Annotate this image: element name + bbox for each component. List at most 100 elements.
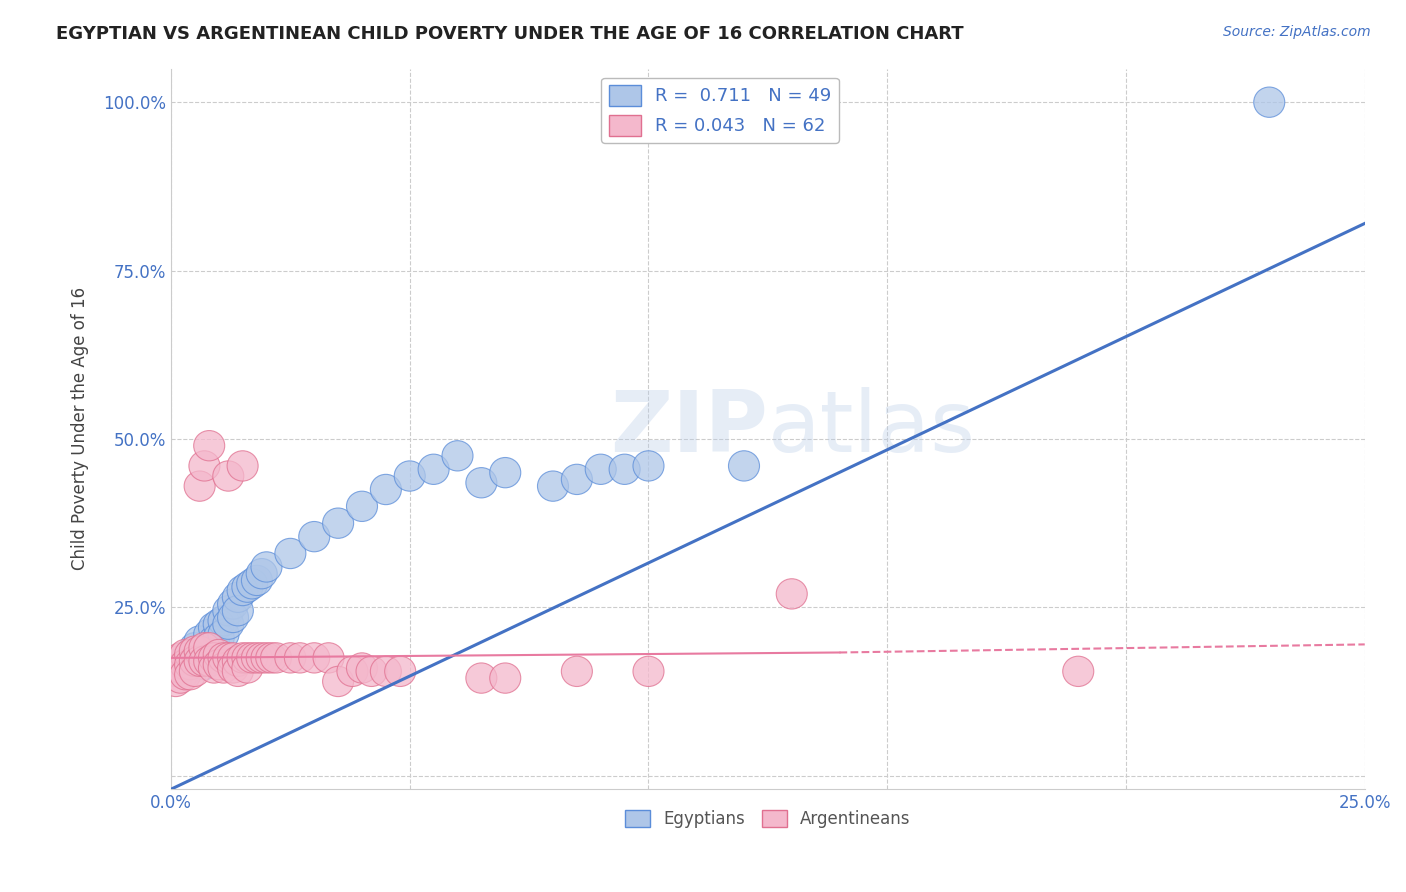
Ellipse shape	[228, 450, 259, 481]
Ellipse shape	[180, 646, 211, 676]
Legend: Egyptians, Argentineans: Egyptians, Argentineans	[619, 804, 917, 835]
Ellipse shape	[194, 431, 225, 461]
Text: Source: ZipAtlas.com: Source: ZipAtlas.com	[1223, 25, 1371, 39]
Ellipse shape	[1254, 87, 1285, 118]
Ellipse shape	[188, 646, 219, 676]
Ellipse shape	[561, 657, 592, 687]
Ellipse shape	[465, 467, 496, 498]
Ellipse shape	[346, 491, 377, 522]
Ellipse shape	[198, 626, 229, 657]
Ellipse shape	[218, 602, 249, 632]
Ellipse shape	[274, 643, 307, 673]
Ellipse shape	[174, 659, 205, 690]
Ellipse shape	[370, 475, 401, 505]
Ellipse shape	[236, 568, 267, 599]
Ellipse shape	[170, 659, 201, 690]
Ellipse shape	[585, 454, 616, 484]
Ellipse shape	[160, 646, 191, 676]
Ellipse shape	[198, 643, 229, 673]
Ellipse shape	[385, 657, 416, 687]
Ellipse shape	[232, 653, 263, 683]
Ellipse shape	[160, 657, 191, 687]
Ellipse shape	[184, 636, 215, 666]
Ellipse shape	[204, 609, 235, 640]
Ellipse shape	[561, 464, 592, 494]
Ellipse shape	[160, 649, 191, 680]
Ellipse shape	[165, 653, 195, 683]
Ellipse shape	[174, 640, 205, 670]
Ellipse shape	[252, 552, 283, 582]
Ellipse shape	[174, 649, 205, 680]
Ellipse shape	[180, 657, 211, 687]
Ellipse shape	[218, 643, 249, 673]
Ellipse shape	[322, 508, 354, 539]
Ellipse shape	[188, 450, 219, 481]
Ellipse shape	[222, 646, 253, 676]
Ellipse shape	[165, 653, 195, 683]
Ellipse shape	[609, 454, 640, 484]
Ellipse shape	[232, 572, 263, 602]
Ellipse shape	[246, 643, 277, 673]
Ellipse shape	[489, 458, 520, 488]
Text: ZIP: ZIP	[610, 387, 768, 470]
Ellipse shape	[314, 643, 344, 673]
Ellipse shape	[212, 596, 243, 626]
Ellipse shape	[222, 657, 253, 687]
Ellipse shape	[194, 632, 225, 663]
Ellipse shape	[537, 471, 568, 501]
Ellipse shape	[170, 640, 201, 670]
Ellipse shape	[208, 619, 239, 649]
Ellipse shape	[222, 582, 253, 613]
Ellipse shape	[394, 461, 425, 491]
Ellipse shape	[218, 653, 249, 683]
Ellipse shape	[489, 663, 520, 693]
Ellipse shape	[180, 646, 211, 676]
Ellipse shape	[728, 450, 759, 481]
Ellipse shape	[356, 657, 387, 687]
Ellipse shape	[208, 606, 239, 636]
Ellipse shape	[208, 653, 239, 683]
Ellipse shape	[252, 643, 283, 673]
Ellipse shape	[198, 613, 229, 643]
Ellipse shape	[633, 657, 664, 687]
Ellipse shape	[184, 646, 215, 676]
Ellipse shape	[346, 653, 377, 683]
Ellipse shape	[180, 636, 211, 666]
Ellipse shape	[776, 579, 807, 609]
Ellipse shape	[246, 558, 277, 589]
Ellipse shape	[194, 619, 225, 649]
Ellipse shape	[170, 649, 201, 680]
Ellipse shape	[188, 632, 219, 663]
Ellipse shape	[204, 623, 235, 653]
Ellipse shape	[170, 646, 201, 676]
Ellipse shape	[198, 653, 229, 683]
Ellipse shape	[242, 643, 273, 673]
Ellipse shape	[441, 441, 472, 471]
Ellipse shape	[242, 566, 273, 596]
Ellipse shape	[212, 461, 243, 491]
Text: EGYPTIAN VS ARGENTINEAN CHILD POVERTY UNDER THE AGE OF 16 CORRELATION CHART: EGYPTIAN VS ARGENTINEAN CHILD POVERTY UN…	[56, 25, 965, 43]
Ellipse shape	[1063, 657, 1094, 687]
Ellipse shape	[298, 522, 330, 552]
Ellipse shape	[256, 643, 287, 673]
Ellipse shape	[188, 649, 219, 680]
Ellipse shape	[212, 609, 243, 640]
Ellipse shape	[188, 636, 219, 666]
Ellipse shape	[184, 626, 215, 657]
Ellipse shape	[174, 649, 205, 680]
Ellipse shape	[633, 450, 664, 481]
Text: atlas: atlas	[768, 387, 976, 470]
Ellipse shape	[184, 471, 215, 501]
Ellipse shape	[204, 649, 235, 680]
Ellipse shape	[170, 657, 201, 687]
Ellipse shape	[165, 643, 195, 673]
Ellipse shape	[370, 657, 401, 687]
Ellipse shape	[180, 632, 211, 663]
Ellipse shape	[204, 640, 235, 670]
Ellipse shape	[222, 596, 253, 626]
Ellipse shape	[208, 643, 239, 673]
Ellipse shape	[337, 657, 368, 687]
Ellipse shape	[284, 643, 315, 673]
Ellipse shape	[194, 646, 225, 676]
Ellipse shape	[184, 643, 215, 673]
